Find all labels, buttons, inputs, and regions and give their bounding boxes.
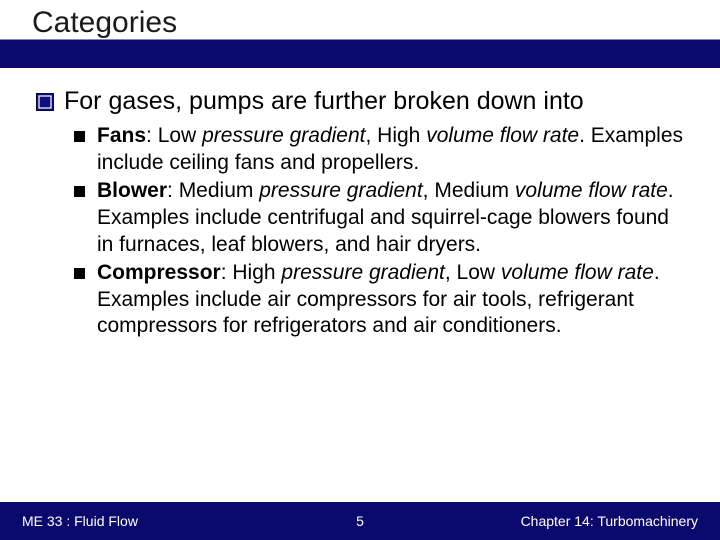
flow-level: High — [377, 124, 420, 147]
gradient-level: High — [232, 261, 275, 284]
flow-label: volume flow rate — [501, 261, 654, 284]
square-bullet-icon — [74, 268, 85, 279]
main-bullet-row: For gases, pumps are further broken down… — [36, 86, 684, 117]
main-bullet-text: For gases, pumps are further broken down… — [64, 86, 584, 117]
example-text: Examples include centrifugal and squirre… — [97, 206, 669, 256]
sub-list: Fans: Low pressure gradient, High volume… — [74, 123, 684, 340]
content-area: For gases, pumps are further broken down… — [0, 68, 720, 340]
gradient-level: Medium — [179, 179, 254, 202]
list-item: Fans: Low pressure gradient, High volume… — [74, 123, 684, 177]
flow-level: Medium — [434, 179, 509, 202]
gradient-label: pressure gradient — [259, 179, 422, 202]
footer-chapter: Chapter 14: Turbomachinery — [521, 513, 698, 529]
gradient-level: Low — [158, 124, 197, 147]
square-bullet-icon — [74, 186, 85, 197]
gradient-label: pressure gradient — [202, 124, 365, 147]
square-bullet-icon — [36, 93, 54, 116]
footer-course: ME 33 : Fluid Flow — [22, 513, 138, 529]
list-item: Compressor: High pressure gradient, Low … — [74, 260, 684, 341]
flow-label: volume flow rate — [515, 179, 668, 202]
square-bullet-icon — [74, 131, 85, 142]
list-item: Blower: Medium pressure gradient, Medium… — [74, 178, 684, 259]
slide-title: Categories — [32, 6, 177, 40]
footer-bar: ME 33 : Fluid Flow 5 Chapter 14: Turboma… — [0, 502, 720, 540]
term: Compressor — [97, 261, 221, 284]
footer-page-number: 5 — [356, 513, 364, 529]
term: Blower — [97, 179, 167, 202]
term: Fans — [97, 124, 146, 147]
title-bar: Categories — [0, 0, 720, 68]
example-text: Examples include air compressors for air… — [97, 288, 634, 338]
list-item-text: Fans: Low pressure gradient, High volume… — [97, 123, 684, 177]
flow-level: Low — [457, 261, 496, 284]
list-item-text: Blower: Medium pressure gradient, Medium… — [97, 178, 684, 259]
gradient-label: pressure gradient — [281, 261, 444, 284]
list-item-text: Compressor: High pressure gradient, Low … — [97, 260, 684, 341]
flow-label: volume flow rate — [426, 124, 579, 147]
